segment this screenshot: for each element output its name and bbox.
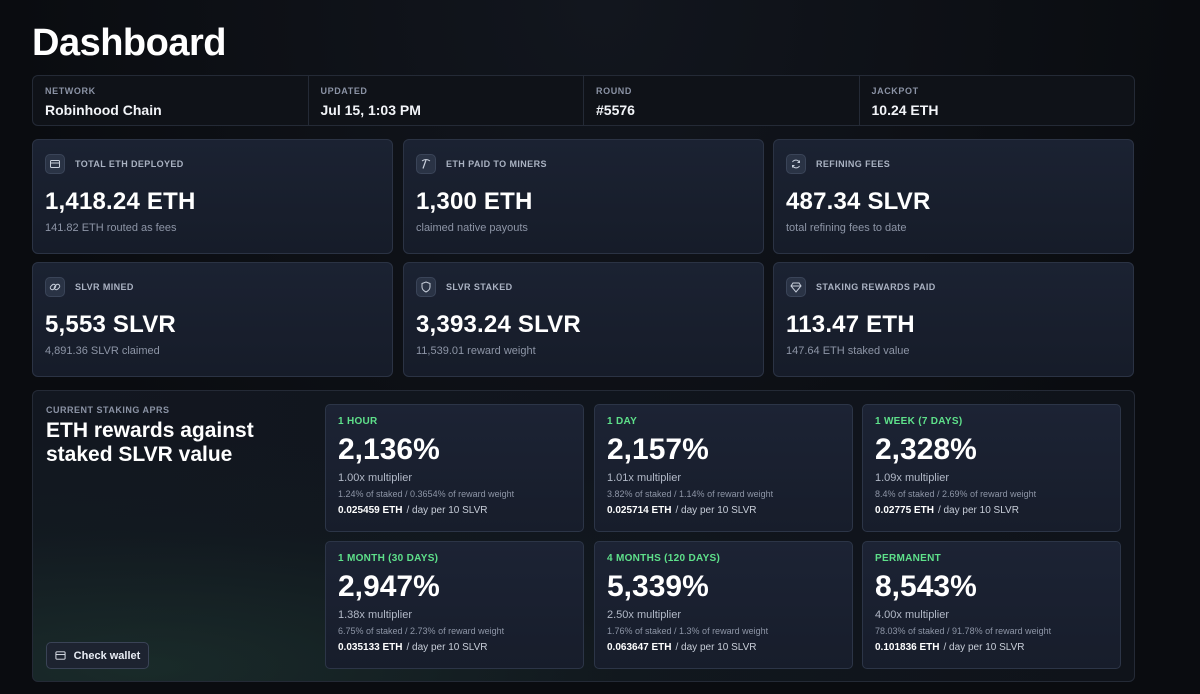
apr-eth-rate: 0.035133 ETH / day per 10 SLVR [338, 642, 571, 653]
apr-eth-unit: / day per 10 SLVR [937, 505, 1019, 516]
check-wallet-button[interactable]: Check wallet [46, 642, 149, 669]
apr-card-4-months: 4 MONTHS (120 DAYS) 5,339% 2.50x multipl… [594, 541, 853, 669]
apr-detail: 3.82% of staked / 1.14% of reward weight [607, 489, 774, 499]
stat-subtext: 11,539.01 reward weight [416, 345, 536, 357]
apr-eth-amount: 0.025714 ETH [607, 505, 672, 516]
info-network: NETWORK Robinhood Chain [33, 76, 309, 125]
apr-multiplier: 2.50x multiplier [607, 609, 681, 621]
stat-value: 113.47 ETH [786, 311, 915, 338]
stat-card-total-eth-deployed: TOTAL ETH DEPLOYED 1,418.24 ETH 141.82 E… [32, 139, 393, 254]
apr-card-1-hour: 1 HOUR 2,136% 1.00x multiplier 1.24% of … [325, 404, 584, 532]
info-label: JACKPOT [871, 86, 919, 96]
apr-tag: 1 MONTH (30 DAYS) [338, 553, 439, 564]
apr-detail: 1.76% of staked / 1.3% of reward weight [607, 626, 769, 636]
info-label: NETWORK [45, 86, 96, 96]
apr-percent: 8,543% [875, 570, 977, 603]
apr-detail: 1.24% of staked / 0.3654% of reward weig… [338, 489, 515, 499]
apr-multiplier: 4.00x multiplier [875, 609, 949, 621]
stat-label: SLVR STAKED [446, 282, 513, 292]
apr-detail: 6.75% of staked / 2.73% of reward weight [338, 626, 505, 636]
apr-eth-rate: 0.02775 ETH / day per 10 SLVR [875, 505, 1108, 516]
pickaxe-icon [416, 154, 436, 174]
stat-value: 1,418.24 ETH [45, 188, 196, 215]
wallet-icon [55, 651, 66, 660]
apr-multiplier: 1.38x multiplier [338, 609, 412, 621]
apr-detail: 8.4% of staked / 2.69% of reward weight [875, 489, 1037, 499]
stat-card-refining-fees: REFINING FEES 487.34 SLVR total refining… [773, 139, 1134, 254]
apr-card-1-week: 1 WEEK (7 DAYS) 2,328% 1.09x multiplier … [862, 404, 1121, 532]
apr-eth-amount: 0.035133 ETH [338, 642, 403, 653]
info-bar: NETWORK Robinhood Chain UPDATED Jul 15, … [32, 75, 1135, 126]
apr-tag: PERMANENT [875, 553, 942, 564]
stat-label: ETH PAID TO MINERS [446, 159, 547, 169]
apr-heading: ETH rewards against staked SLVR value [46, 419, 254, 466]
info-updated: UPDATED Jul 15, 1:03 PM [309, 76, 584, 125]
apr-multiplier: 1.00x multiplier [338, 472, 412, 484]
apr-percent: 2,328% [875, 433, 977, 466]
apr-eth-rate: 0.025714 ETH / day per 10 SLVR [607, 505, 840, 516]
stat-label: SLVR MINED [75, 282, 134, 292]
staking-aprs-panel: CURRENT STAKING APRS ETH rewards against… [32, 390, 1135, 682]
stat-subtext: 4,891.36 SLVR claimed [45, 345, 160, 357]
info-round: ROUND #5576 [584, 76, 860, 125]
apr-eth-unit: / day per 10 SLVR [675, 505, 757, 516]
stat-card-slvr-mined: SLVR MINED 5,553 SLVR 4,891.36 SLVR clai… [32, 262, 393, 377]
apr-eth-unit: / day per 10 SLVR [406, 642, 488, 653]
stat-value: 1,300 ETH [416, 188, 533, 215]
apr-eth-unit: / day per 10 SLVR [943, 642, 1025, 653]
stat-label: STAKING REWARDS PAID [816, 282, 936, 292]
apr-card-1-month: 1 MONTH (30 DAYS) 2,947% 1.38x multiplie… [325, 541, 584, 669]
apr-kicker: CURRENT STAKING APRS [46, 405, 170, 415]
stat-card-eth-paid-to-miners: ETH PAID TO MINERS 1,300 ETH claimed nat… [403, 139, 764, 254]
stat-subtext: total refining fees to date [786, 222, 907, 234]
apr-percent: 5,339% [607, 570, 709, 603]
apr-tag: 1 HOUR [338, 416, 378, 427]
stat-subtext: 141.82 ETH routed as fees [45, 222, 177, 234]
stat-value: 5,553 SLVR [45, 311, 176, 338]
apr-eth-amount: 0.063647 ETH [607, 642, 672, 653]
apr-percent: 2,136% [338, 433, 440, 466]
apr-percent: 2,947% [338, 570, 440, 603]
stat-value: 487.34 SLVR [786, 188, 931, 215]
stat-subtext: claimed native payouts [416, 222, 528, 234]
check-wallet-label: Check wallet [73, 649, 141, 662]
apr-eth-rate: 0.025459 ETH / day per 10 SLVR [338, 505, 571, 516]
info-value: #5576 [596, 102, 635, 118]
refresh-icon [786, 154, 806, 174]
apr-eth-amount: 0.025459 ETH [338, 505, 403, 516]
page-title: Dashboard [32, 22, 226, 64]
stat-label: TOTAL ETH DEPLOYED [75, 159, 184, 169]
apr-multiplier: 1.01x multiplier [607, 472, 681, 484]
stat-subtext: 147.64 ETH staked value [786, 345, 910, 357]
apr-eth-rate: 0.063647 ETH / day per 10 SLVR [607, 642, 840, 653]
apr-eth-amount: 0.02775 ETH [875, 505, 934, 516]
stat-value: 3,393.24 SLVR [416, 311, 581, 338]
link-icon [45, 277, 65, 297]
info-label: UPDATED [320, 86, 368, 96]
apr-tag: 1 DAY [607, 416, 638, 427]
apr-card-permanent: PERMANENT 8,543% 4.00x multiplier 78.03%… [862, 541, 1121, 669]
stat-label: REFINING FEES [816, 159, 891, 169]
diamond-icon [786, 277, 806, 297]
apr-card-1-day: 1 DAY 2,157% 1.01x multiplier 3.82% of s… [594, 404, 853, 532]
apr-tag: 4 MONTHS (120 DAYS) [607, 553, 721, 564]
info-label: ROUND [596, 86, 632, 96]
apr-eth-rate: 0.101836 ETH / day per 10 SLVR [875, 642, 1108, 653]
info-value: Jul 15, 1:03 PM [320, 102, 421, 118]
apr-multiplier: 1.09x multiplier [875, 472, 949, 484]
apr-tag: 1 WEEK (7 DAYS) [875, 416, 963, 427]
apr-eth-amount: 0.101836 ETH [875, 642, 940, 653]
wallet-icon [45, 154, 65, 174]
apr-detail: 78.03% of staked / 91.78% of reward weig… [875, 626, 1052, 636]
info-value: 10.24 ETH [871, 102, 939, 118]
info-jackpot: JACKPOT 10.24 ETH [860, 76, 1135, 125]
apr-eth-unit: / day per 10 SLVR [675, 642, 757, 653]
stat-card-slvr-staked: SLVR STAKED 3,393.24 SLVR 11,539.01 rewa… [403, 262, 764, 377]
apr-eth-unit: / day per 10 SLVR [406, 505, 488, 516]
info-value: Robinhood Chain [45, 102, 162, 118]
apr-percent: 2,157% [607, 433, 709, 466]
shield-icon [416, 277, 436, 297]
stat-card-staking-rewards-paid: STAKING REWARDS PAID 113.47 ETH 147.64 E… [773, 262, 1134, 377]
